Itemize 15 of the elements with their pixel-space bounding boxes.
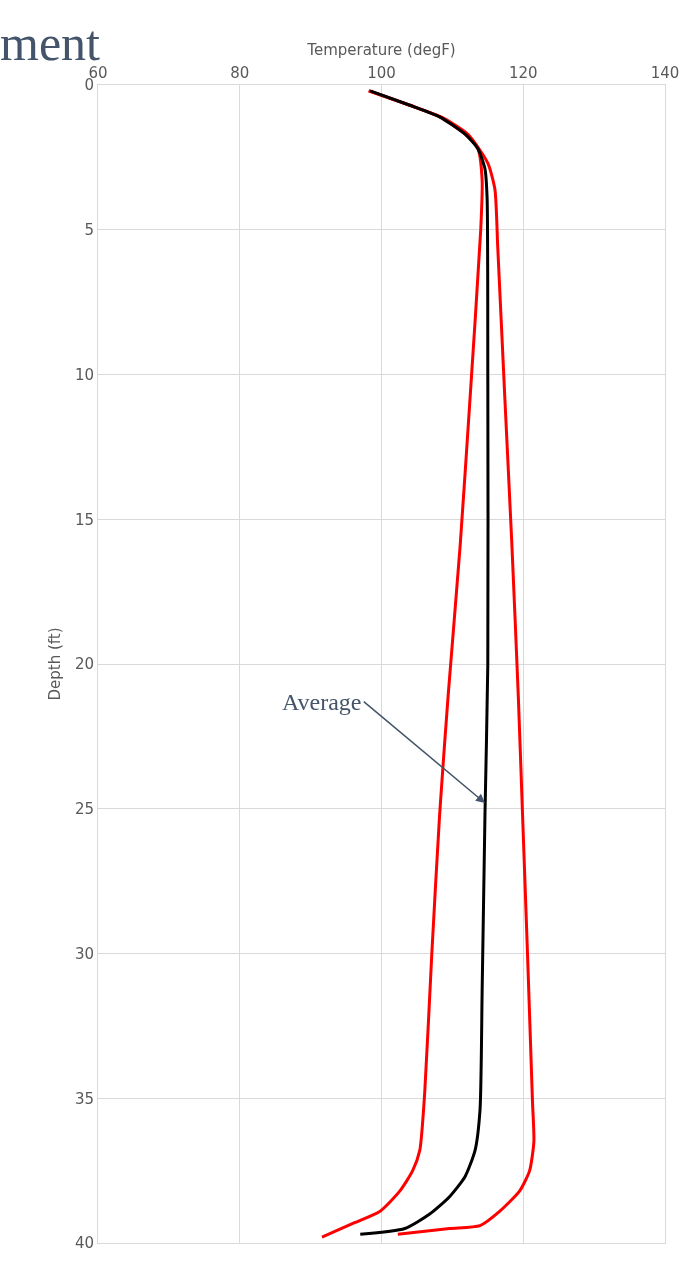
y-tick-label: 40: [74, 1234, 94, 1253]
annotation: Average: [282, 689, 362, 715]
y-tick-label: 35: [74, 1089, 94, 1108]
y-axis-title: Depth (ft): [46, 627, 65, 701]
y-tick-label: 5: [84, 221, 94, 239]
x-axis-title: Temperature (degF): [306, 41, 456, 60]
x-tick-label: 100: [367, 64, 396, 82]
y-tick-label: 10: [74, 365, 94, 384]
y-tick-label: 15: [74, 510, 94, 529]
x-tick-label: 120: [508, 64, 538, 82]
x-tick-label: 140: [650, 64, 680, 82]
y-tick-label: 25: [74, 800, 94, 818]
y-tick-label: 20: [74, 655, 94, 674]
y-tick-label: 30: [74, 944, 94, 963]
x-tick-label: 80: [230, 64, 250, 82]
